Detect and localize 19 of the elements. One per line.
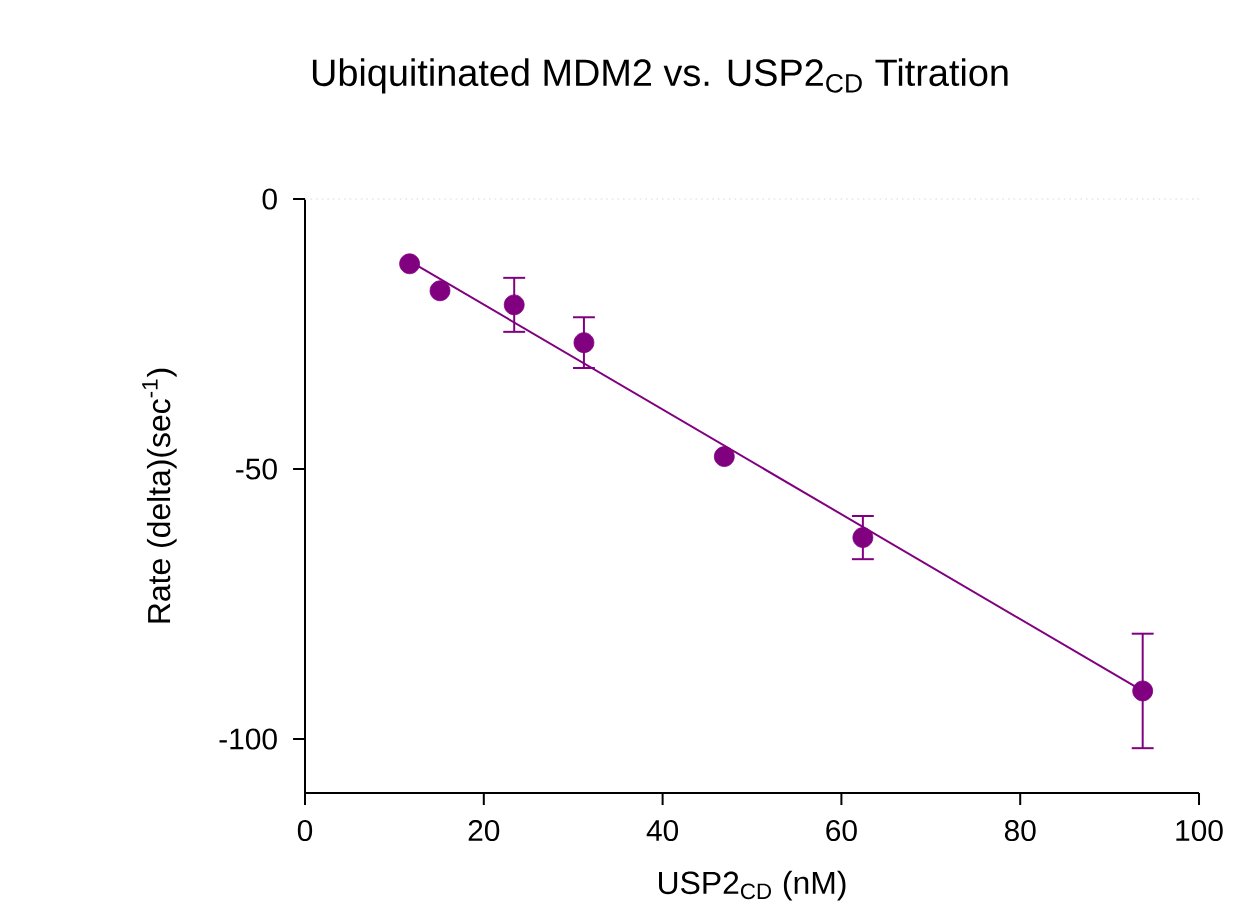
y-tick-label: -50	[236, 458, 277, 480]
y-tick-label: -100	[219, 728, 277, 750]
point	[503, 294, 525, 316]
point	[573, 332, 595, 353]
point	[429, 280, 451, 302]
x-axis-title: USP2$_{CD}$ (nM)	[659, 870, 846, 901]
x-tick-label: 0	[297, 819, 313, 842]
chart-title: Ubiquitinated MDM2 vs. USP2$_{CD}$ Titration	[312, 58, 1008, 94]
point	[1132, 680, 1154, 702]
x-tick-label: 40	[646, 819, 679, 842]
x-tick-label: 80	[1004, 819, 1036, 842]
x-tick-label: 20	[468, 819, 500, 842]
x-tick-label: 100	[1176, 819, 1223, 842]
y-tick-label: 0	[262, 188, 277, 210]
point	[713, 446, 735, 467]
x-tick-label: 60	[826, 819, 857, 842]
y-axis-title: Rate (delta)(sec$^{-1}$)	[142, 368, 177, 623]
point	[399, 253, 420, 275]
point	[852, 527, 874, 548]
